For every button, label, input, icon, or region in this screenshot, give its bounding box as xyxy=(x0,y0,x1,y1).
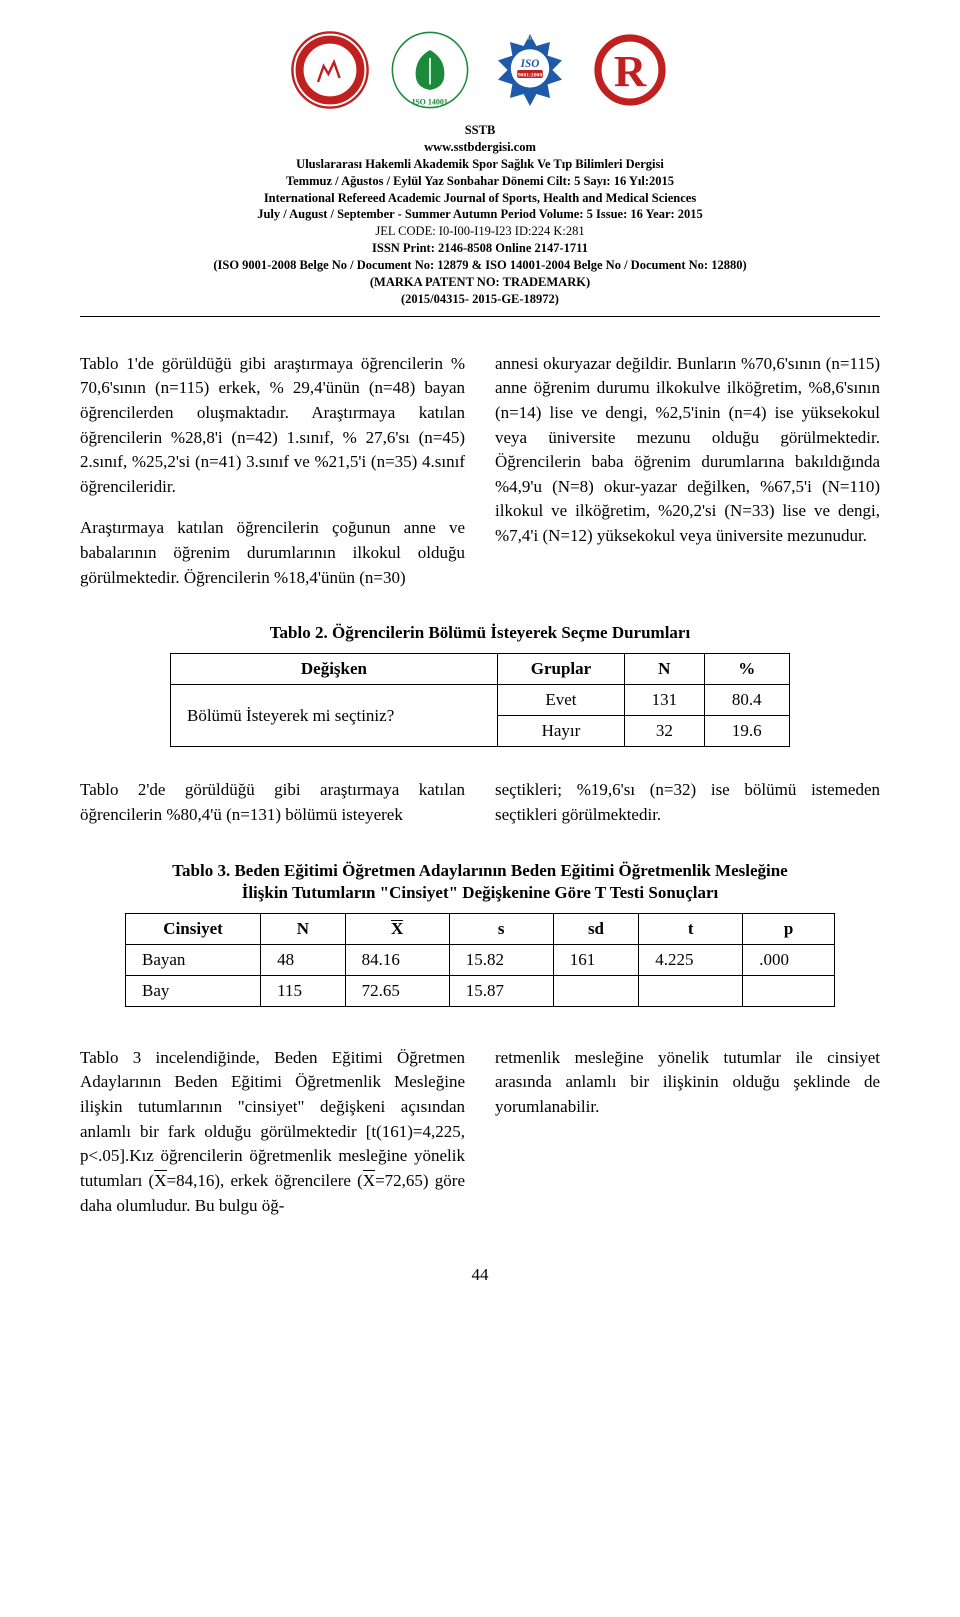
col-left: Tablo 3 incelendiğinde, Beden Eğitimi Öğ… xyxy=(80,1029,465,1235)
page: SSTB ISO 14001 ISO 9001:2008 REGISTERED xyxy=(0,0,960,1315)
iso9001-logo-icon: ISO 9001:2008 REGISTERED xyxy=(490,30,570,110)
journal-url: www.sstbdergisi.com xyxy=(80,139,880,156)
svg-text:ISO: ISO xyxy=(520,58,540,70)
table2-n0: 131 xyxy=(625,685,705,716)
body-section-2: Tablo 2'de görüldüğü gibi araştırmaya ka… xyxy=(80,761,880,844)
table3-h1: N xyxy=(261,913,346,944)
table2-header-row: Değişken Gruplar N % xyxy=(171,654,790,685)
table3-h5: t xyxy=(639,913,743,944)
t3-p: .000 xyxy=(743,944,835,975)
table-row: Bay 115 72.65 15.87 xyxy=(126,975,835,1006)
para-5: seçtikleri; %19,6'sı (n=32) ise bölümü i… xyxy=(495,778,880,827)
svg-text:9001:2008: 9001:2008 xyxy=(518,72,542,78)
t3-sd xyxy=(553,975,638,1006)
svg-text:R: R xyxy=(614,46,647,96)
col-right: annesi okuryazar değildir. Bunların %70,… xyxy=(495,335,880,608)
table-row: Bölümü İsteyerek mi seçtiniz? Evet 131 8… xyxy=(171,685,790,716)
t3-c: Bayan xyxy=(126,944,261,975)
body-section-3: Tablo 3 incelendiğinde, Beden Eğitimi Öğ… xyxy=(80,1029,880,1235)
t3-sd: 161 xyxy=(553,944,638,975)
xbar-icon: X xyxy=(154,1169,166,1194)
svg-text:SSTB: SSTB xyxy=(321,86,339,94)
table2-h0: Değişken xyxy=(171,654,498,685)
t3-c: Bay xyxy=(126,975,261,1006)
t3-s: 15.82 xyxy=(449,944,553,975)
txt: Tablo 3 incelendiğinde, Beden Eğitimi Öğ… xyxy=(80,1048,465,1190)
journal-header: SSTB www.sstbdergisi.com Uluslararası Ha… xyxy=(80,122,880,308)
t3-x: 72.65 xyxy=(345,975,449,1006)
svg-text:ISO 14001: ISO 14001 xyxy=(412,97,448,106)
col-right: seçtikleri; %19,6'sı (n=32) ise bölümü i… xyxy=(495,761,880,844)
para-2: Araştırmaya katılan öğrencilerin çoğunun… xyxy=(80,516,465,590)
issue-info-tr: Temmuz / Ağustos / Eylül Yaz Sonbahar Dö… xyxy=(80,173,880,190)
journal-abbr: SSTB xyxy=(80,122,880,139)
divider xyxy=(80,316,880,317)
table3: Cinsiyet N X s sd t p Bayan 48 84.16 15.… xyxy=(125,913,835,1007)
table3-h3: s xyxy=(449,913,553,944)
xbar-icon: X xyxy=(391,919,403,939)
table3-title-2: İlişkin Tutumların "Cinsiyet" Değişkenin… xyxy=(80,883,880,903)
table2-h3: % xyxy=(704,654,789,685)
iso14001-logo-icon: ISO 14001 xyxy=(390,30,470,110)
journal-title-en: International Refereed Academic Journal … xyxy=(80,190,880,207)
table2-p1: 19.6 xyxy=(704,716,789,747)
svg-text:REGISTERED: REGISTERED xyxy=(518,36,543,41)
t3-n: 48 xyxy=(261,944,346,975)
col-right: retmenlik mesleğine yönelik tutumlar ile… xyxy=(495,1029,880,1235)
para-4: Tablo 2'de görüldüğü gibi araştırmaya ka… xyxy=(80,778,465,827)
sstb-logo-icon: SSTB xyxy=(290,30,370,110)
iso-doc-line: (ISO 9001-2008 Belge No / Document No: 1… xyxy=(80,257,880,274)
col-left: Tablo 1'de görüldüğü gibi araştırmaya öğ… xyxy=(80,335,465,608)
reg-num-line: (2015/04315- 2015-GE-18972) xyxy=(80,291,880,308)
issn-line: ISSN Print: 2146-8508 Online 2147-1711 xyxy=(80,240,880,257)
table-row: Bayan 48 84.16 15.82 161 4.225 .000 xyxy=(126,944,835,975)
col-left: Tablo 2'de görüldüğü gibi araştırmaya ka… xyxy=(80,761,465,844)
table3-title-1: Tablo 3. Beden Eğitimi Öğretmen Adayları… xyxy=(80,861,880,881)
t3-t xyxy=(639,975,743,1006)
table3-h4: sd xyxy=(553,913,638,944)
logo-row: SSTB ISO 14001 ISO 9001:2008 REGISTERED xyxy=(80,30,880,110)
journal-title-tr: Uluslararası Hakemli Akademik Spor Sağlı… xyxy=(80,156,880,173)
para-7: retmenlik mesleğine yönelik tutumlar ile… xyxy=(495,1046,880,1120)
table3-header-row: Cinsiyet N X s sd t p xyxy=(126,913,835,944)
table2-var: Bölümü İsteyerek mi seçtiniz? xyxy=(171,685,498,747)
jel-code: JEL CODE: I0-I00-I19-I23 ID:224 K:281 xyxy=(80,223,880,240)
table2-g1: Hayır xyxy=(497,716,624,747)
table2-h2: N xyxy=(625,654,705,685)
table2-g0: Evet xyxy=(497,685,624,716)
table3-h0: Cinsiyet xyxy=(126,913,261,944)
table2-n1: 32 xyxy=(625,716,705,747)
t3-x: 84.16 xyxy=(345,944,449,975)
issue-info-en: July / August / September - Summer Autum… xyxy=(80,206,880,223)
txt: =84,16), erkek öğrencilere ( xyxy=(167,1171,363,1190)
xbar-icon: X xyxy=(363,1169,375,1194)
table2-h1: Gruplar xyxy=(497,654,624,685)
para-6: Tablo 3 incelendiğinde, Beden Eğitimi Öğ… xyxy=(80,1046,465,1218)
patent-line: (MARKA PATENT NO: TRADEMARK) xyxy=(80,274,880,291)
table2: Değişken Gruplar N % Bölümü İsteyerek mi… xyxy=(170,653,790,747)
t3-s: 15.87 xyxy=(449,975,553,1006)
para-3: annesi okuryazar değildir. Bunların %70,… xyxy=(495,352,880,549)
trademark-logo-icon: R xyxy=(590,30,670,110)
table3-h6: p xyxy=(743,913,835,944)
body-section-1: Tablo 1'de görüldüğü gibi araştırmaya öğ… xyxy=(80,335,880,608)
t3-t: 4.225 xyxy=(639,944,743,975)
page-number: 44 xyxy=(80,1265,880,1285)
table2-title: Tablo 2. Öğrencilerin Bölümü İsteyerek S… xyxy=(80,623,880,643)
para-1: Tablo 1'de görüldüğü gibi araştırmaya öğ… xyxy=(80,352,465,500)
table2-p0: 80.4 xyxy=(704,685,789,716)
t3-n: 115 xyxy=(261,975,346,1006)
t3-p xyxy=(743,975,835,1006)
table3-h2: X xyxy=(345,913,449,944)
